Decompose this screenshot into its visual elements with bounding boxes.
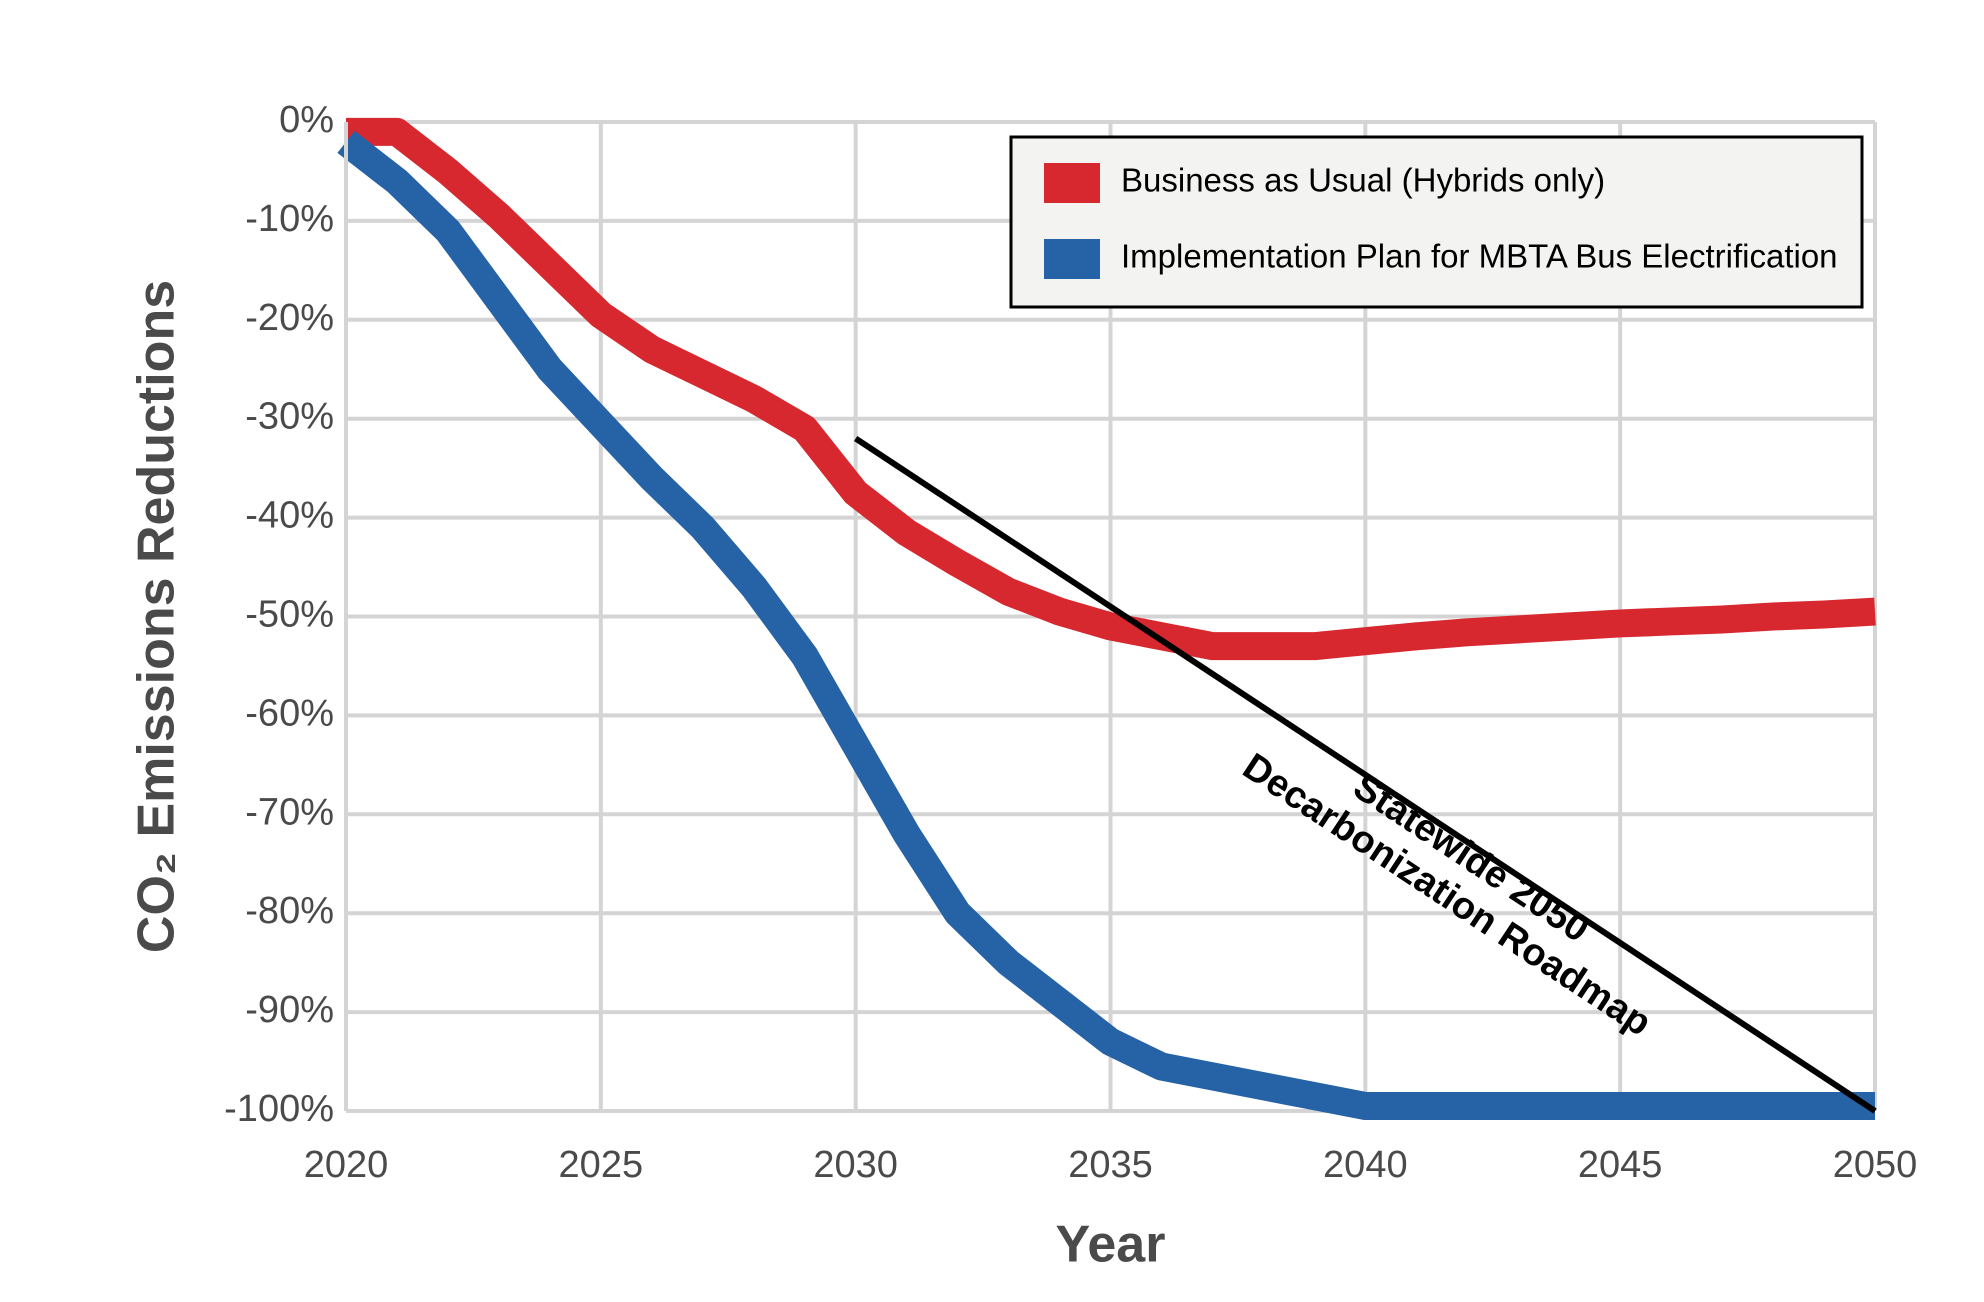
x-tick-label: 2025 (559, 1144, 644, 1186)
y-tick-label: -60% (245, 692, 334, 734)
y-tick-label: -40% (245, 495, 334, 537)
x-tick-label: 2045 (1578, 1144, 1663, 1186)
y-tick-label: -10% (245, 198, 334, 240)
y-tick-label: -50% (245, 594, 334, 636)
data-line (337, 130, 1875, 1121)
y-tick-label: 0% (279, 99, 334, 141)
legend-swatch (1044, 163, 1100, 203)
y-tick-label: -20% (245, 297, 334, 339)
y-tick-label: -30% (245, 396, 334, 438)
data-line (346, 117, 1876, 661)
y-tick-label: -70% (245, 791, 334, 833)
x-tick-label: 2020 (304, 1144, 389, 1186)
y-tick-label: -80% (245, 890, 334, 932)
roadmap-line (854, 435, 1877, 1114)
x-tick-label: 2050 (1833, 1144, 1918, 1186)
x-tick-label: 2030 (813, 1144, 898, 1186)
legend-box (1009, 135, 1864, 309)
legend-label: Implementation Plan for MBTA Bus Electri… (1121, 238, 1838, 275)
y-tick-label: -90% (245, 989, 334, 1031)
x-tick-label: 2040 (1323, 1144, 1408, 1186)
legend-swatch (1044, 239, 1100, 279)
y-tick-label: -100% (224, 1088, 334, 1130)
legend-label: Business as Usual (Hybrids only) (1121, 162, 1605, 199)
x-tick-label: 2035 (1068, 1144, 1153, 1186)
x-axis-label: Year (1056, 1216, 1166, 1274)
y-axis-label: CO₂ Emissions Reductions (128, 280, 186, 953)
